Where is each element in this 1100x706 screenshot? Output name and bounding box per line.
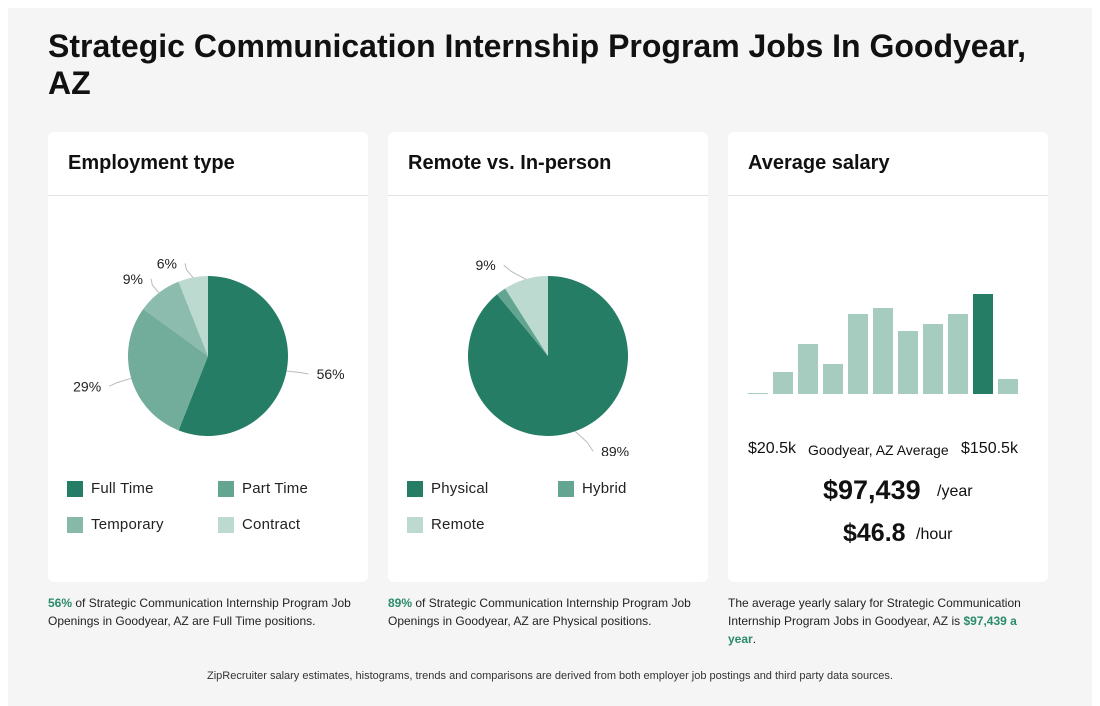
legend-swatch-contract	[218, 516, 234, 533]
histogram-bar-highlight	[973, 294, 993, 394]
remote-slice-hybrid	[497, 288, 548, 356]
legend-label-temporary: Temporary	[91, 516, 164, 533]
employment-type-pie-chart: 56% 29% 9% 6%	[73, 255, 345, 436]
salary-yearly-value: $97,439	[823, 475, 921, 505]
employment-description-text: of Strategic Communication Internship Pr…	[48, 596, 351, 628]
histogram-bar	[773, 372, 793, 394]
histogram-bar	[748, 393, 768, 394]
employment-type-title: Employment type	[48, 132, 368, 196]
employment-leader-temporary	[150, 278, 160, 294]
legend-part-time: Part Time	[218, 480, 308, 497]
employment-slice-contract	[178, 276, 208, 356]
legend-label-hybrid: Hybrid	[582, 480, 627, 497]
legend-swatch-full-time	[67, 480, 83, 497]
page-title: Strategic Communication Internship Progr…	[48, 28, 1026, 101]
legend-swatch-physical	[407, 480, 423, 497]
remote-leader-physical	[574, 430, 594, 452]
salary-max-label: $150.5k	[961, 440, 1018, 457]
legend-temporary: Temporary	[67, 516, 164, 533]
remote-vs-in-person-card: Remote vs. In-person 89% 9% Physical Hybr…	[388, 132, 708, 582]
salary-description-highlight: $97,439 a year	[728, 614, 1017, 646]
legend-physical: Physical	[407, 480, 488, 497]
employment-value-label-part-time: 29%	[73, 378, 101, 394]
histogram-bar	[798, 344, 818, 394]
legend-label-contract: Contract	[242, 516, 301, 533]
employment-description: 56% of Strategic Communication Internshi…	[48, 594, 358, 630]
salary-description-text: The average yearly salary for Strategic …	[728, 596, 1021, 628]
employment-description-highlight: 56%	[48, 596, 73, 610]
remote-vs-in-person-title: Remote vs. In-person	[388, 132, 708, 196]
legend-label-part-time: Part Time	[242, 480, 308, 497]
remote-value-label-remote: 9%	[475, 257, 495, 273]
remote-description: 89% of Strategic Communication Internshi…	[388, 594, 698, 630]
legend-swatch-remote	[407, 516, 423, 533]
employment-leader-part-time	[108, 377, 132, 387]
employment-leader-full-time	[286, 370, 309, 375]
legend-hybrid: Hybrid	[558, 480, 627, 497]
salary-description: The average yearly salary for Strategic …	[728, 594, 1028, 648]
legend-swatch-temporary	[67, 516, 83, 533]
remote-slice-remote	[505, 276, 548, 356]
histogram-bar	[848, 314, 868, 394]
legend-swatch-hybrid	[558, 480, 574, 497]
remote-description-text: of Strategic Communication Internship Pr…	[388, 596, 691, 628]
legend-full-time: Full Time	[67, 480, 154, 497]
employment-leader-contract	[184, 263, 194, 278]
legend-label-physical: Physical	[431, 480, 489, 497]
remote-value-label-physical: 89%	[601, 443, 629, 456]
salary-hourly-unit: /hour	[916, 526, 953, 543]
legend-remote: Remote	[407, 516, 485, 533]
salary-yearly-unit: /year	[937, 483, 973, 500]
salary-histogram	[748, 294, 1018, 394]
histogram-bar	[898, 331, 918, 394]
page-background: Strategic Communication Internship Progr…	[8, 8, 1092, 706]
employment-value-label-temporary: 9%	[123, 271, 143, 287]
histogram-bar	[873, 308, 893, 394]
legend-label-remote: Remote	[431, 516, 485, 533]
average-salary-title: Average salary	[728, 132, 1048, 196]
average-salary-card: Average salary $20.5k Goodyear, AZ Avera…	[728, 132, 1048, 582]
salary-min-label: $20.5k	[748, 440, 797, 457]
remote-leader-remote	[503, 264, 526, 280]
footer-disclaimer: ZipRecruiter salary estimates, histogram…	[207, 670, 893, 682]
legend-swatch-part-time	[218, 480, 234, 497]
remote-vs-in-person-pie-chart: 89% 9%	[468, 257, 629, 456]
employment-value-label-full-time: 56%	[317, 366, 345, 382]
histogram-bar	[948, 314, 968, 394]
employment-value-label-contract: 6%	[157, 255, 177, 271]
remote-description-highlight: 89%	[388, 596, 413, 610]
histogram-bar	[923, 324, 943, 394]
legend-contract: Contract	[218, 516, 300, 533]
employment-slice-temporary	[143, 281, 208, 356]
salary-average-label: Goodyear, AZ Average	[808, 442, 949, 458]
histogram-bar	[998, 379, 1018, 394]
legend-label-full-time: Full Time	[91, 480, 154, 497]
employment-slice-part-time	[127, 308, 208, 431]
employment-type-card: Employment type 56% 29% 9% 6% Full Time Par…	[48, 132, 368, 582]
histogram-bar	[823, 364, 843, 394]
salary-hourly-value: $46.8	[843, 519, 906, 547]
employment-slice-full-time	[178, 276, 288, 436]
salary-description-end: .	[752, 632, 757, 646]
